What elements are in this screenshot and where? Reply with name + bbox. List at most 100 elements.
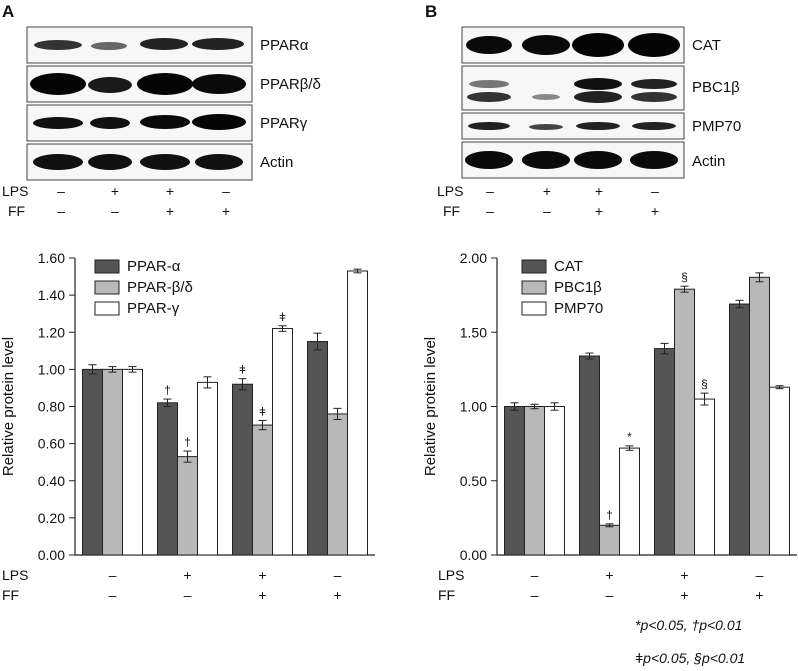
blot-a-2: PPARβ/δ: [26, 65, 321, 103]
blot-a-ff-label: FF: [8, 203, 25, 219]
x-row-sign: –: [184, 587, 192, 603]
bar-PPAR-α-2: [157, 402, 178, 556]
y-tick-label: 1.40: [38, 287, 65, 303]
blot-b-lps-sign-1: –: [486, 183, 494, 199]
blot-b-ff-label: FF: [443, 203, 460, 219]
legend-label-3: PPAR-γ: [127, 300, 180, 317]
blot-b-ff-sign-4: +: [651, 203, 659, 219]
y-tick-label: 0.00: [460, 547, 487, 563]
x-row-sign: –: [606, 587, 614, 603]
chart-a: 0.00 0.20 0.40 0.60 0.80 1.00 1.20 1.40 1.60 Rela…: [0, 250, 375, 603]
y-tick-label: 0.60: [38, 436, 65, 452]
blot-b-3: PMP70: [461, 112, 741, 140]
significance-mark: §: [681, 270, 688, 284]
panel-b-letter: B: [425, 2, 437, 21]
panel-b-blots: CAT PBC1β PMP70 Actin: [437, 26, 741, 219]
significance-mark: §: [701, 377, 708, 391]
x-row-label-FF: FF: [2, 587, 19, 603]
chart-b: 0.00 0.50 1.00 1.50 2.00 Relative protein lev…: [422, 250, 797, 603]
x-row-sign: +: [680, 587, 688, 603]
legend-label-3: PMP70: [554, 300, 603, 317]
blot-a-3: PPARγ: [26, 104, 308, 142]
x-row-sign: –: [756, 567, 764, 583]
blot-a-lps-sign-3: +: [166, 183, 174, 199]
blot-b-label-1: CAT: [692, 37, 721, 54]
bar-PMP70-2: [619, 447, 640, 556]
x-row-sign: +: [755, 587, 763, 603]
x-row-sign: –: [109, 567, 117, 583]
blot-b-lps-label: LPS: [437, 183, 463, 199]
footnote-line-1: *p<0.05, †p<0.01: [635, 617, 742, 633]
bar-PBC1β-3: [674, 288, 695, 556]
bar-PBC1β-1: [524, 406, 545, 556]
significance-mark: †: [184, 435, 191, 449]
blot-a-ff-sign-2: –: [111, 203, 119, 219]
x-row-sign: +: [183, 567, 191, 583]
y-tick-label: 1.60: [38, 250, 65, 266]
significance-mark: ǂ: [239, 363, 246, 377]
bar-PMP70-4: [769, 386, 790, 556]
bar-PMP70-1: [544, 406, 565, 556]
blot-a-label-4: Actin: [260, 154, 293, 171]
blot-a-lps-sign-4: –: [222, 183, 230, 199]
footnote-line-2: ǂp<0.05, §p<0.01: [635, 650, 745, 666]
legend-label-1: CAT: [554, 258, 583, 275]
y-tick-label: 1.20: [38, 324, 65, 340]
blot-a-lps-sign-2: +: [111, 183, 119, 199]
y-tick-label: 0.00: [38, 547, 65, 563]
x-row-sign: –: [531, 587, 539, 603]
bar-PPAR-γ-2: [197, 381, 218, 556]
legend-swatch-3: [94, 301, 120, 316]
y-tick-label: 1.50: [460, 324, 487, 340]
blot-a-lps-sign-1: –: [57, 183, 65, 199]
y-tick-label: 1.00: [460, 399, 487, 415]
significance-mark: †: [164, 383, 171, 397]
bar-PPAR-β/δ-1: [102, 368, 123, 556]
bar-PBC1β-2: [599, 524, 620, 556]
y-axis-label: Relative protein level: [422, 337, 439, 476]
bar-PPAR-α-3: [232, 383, 253, 556]
blot-b-label-2: PBC1β: [692, 79, 740, 96]
blot-a-label-1: PPARα: [260, 37, 309, 54]
blot-b-4: Actin: [461, 141, 725, 179]
blot-a-label-3: PPARγ: [260, 115, 308, 132]
bar-CAT-4: [729, 303, 750, 556]
blot-b-ff-sign-3: +: [595, 203, 603, 219]
y-tick-label: 0.40: [38, 473, 65, 489]
y-tick-label: 0.20: [38, 510, 65, 526]
x-row-sign: +: [258, 567, 266, 583]
bar-PPAR-β/δ-4: [327, 413, 348, 556]
legend-label-1: PPAR-α: [127, 258, 181, 275]
y-tick-label: 1.00: [38, 361, 65, 377]
significance-mark: ǂ: [279, 310, 286, 324]
panel-a-blots: PPARα PPARβ/δ PPARγ Actin LPS FF: [2, 26, 321, 219]
panel-a-letter: A: [2, 2, 14, 21]
blot-b-lps-sign-2: +: [543, 183, 551, 199]
blot-b-lps-sign-4: –: [651, 183, 659, 199]
blot-a-ff-sign-1: –: [57, 203, 65, 219]
bar-CAT-1: [504, 406, 525, 556]
legend-swatch-1: [94, 259, 120, 274]
bar-CAT-3: [654, 348, 675, 556]
blot-a-ff-sign-3: +: [166, 203, 174, 219]
bar-PPAR-β/δ-2: [177, 456, 198, 556]
y-tick-label: 2.00: [460, 250, 487, 266]
bar-PPAR-γ-3: [272, 328, 293, 556]
legend-label-2: PPAR-β/δ: [127, 279, 193, 296]
legend-swatch-1: [521, 259, 547, 274]
bar-CAT-2: [579, 355, 600, 556]
legend-swatch-2: [521, 280, 547, 295]
x-row-label-LPS: LPS: [438, 567, 464, 583]
blot-b-2: PBC1β: [461, 65, 740, 111]
blot-a-ff-sign-4: +: [222, 203, 230, 219]
y-tick-label: 0.80: [38, 399, 65, 415]
legend-swatch-2: [94, 280, 120, 295]
bar-PPAR-β/δ-3: [252, 424, 273, 556]
x-row-sign: +: [605, 567, 613, 583]
blot-b-label-4: Actin: [692, 153, 725, 170]
bar-PMP70-3: [694, 398, 715, 556]
significance-mark: †: [606, 508, 613, 522]
legend-label-2: PBC1β: [554, 279, 602, 296]
blot-b-1: CAT: [461, 26, 721, 64]
